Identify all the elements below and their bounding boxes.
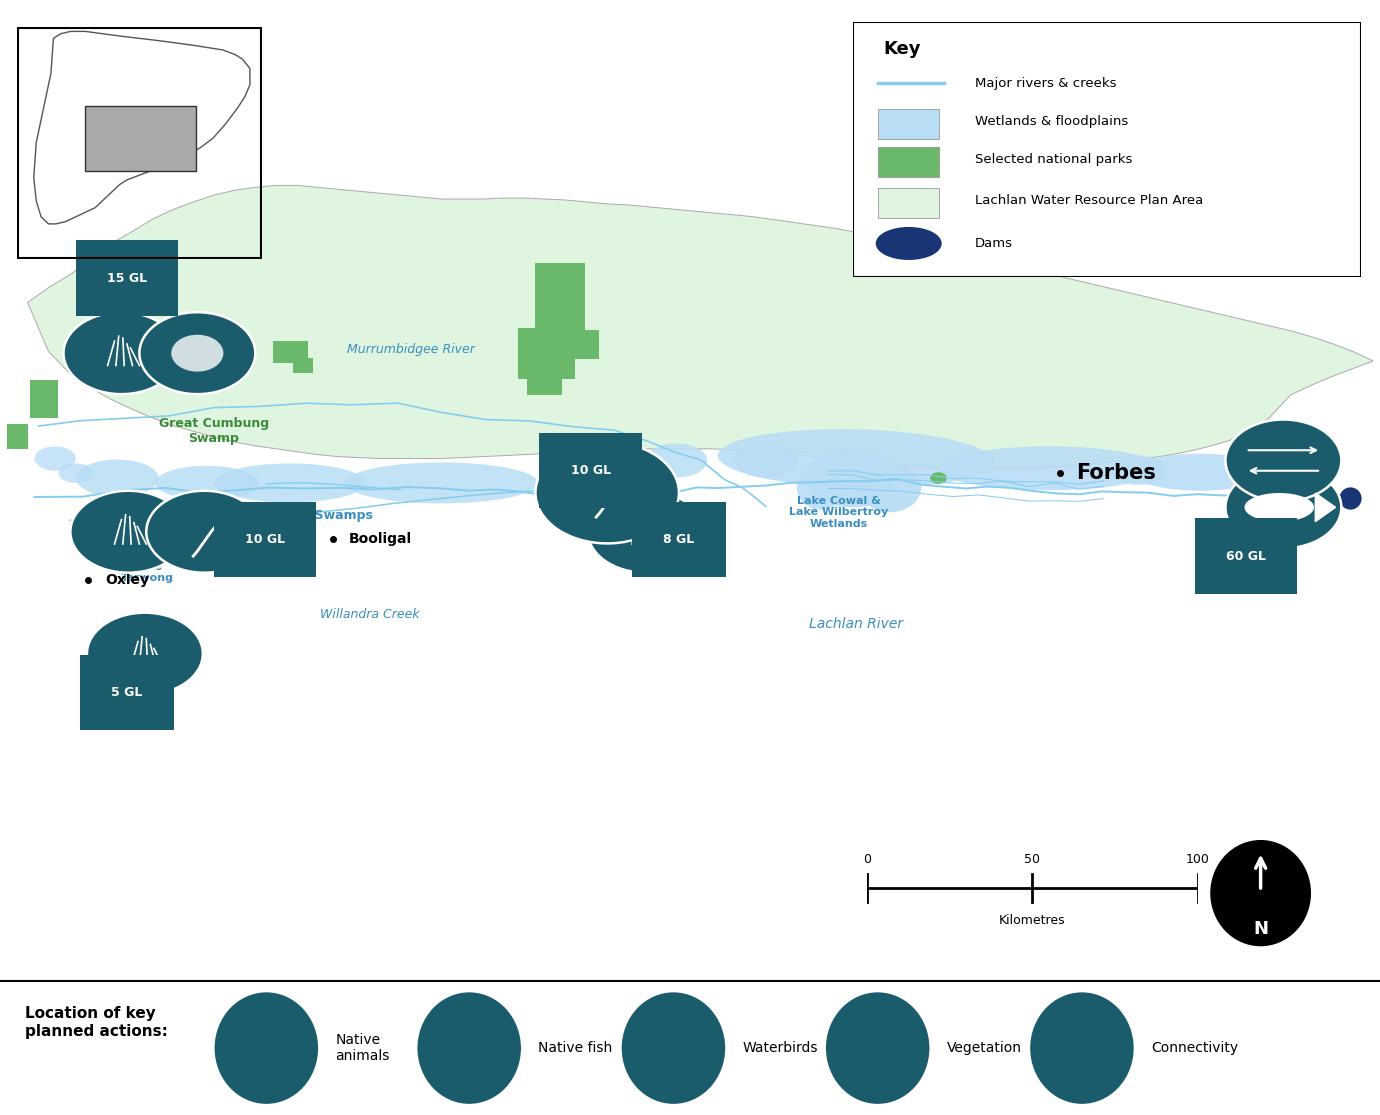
Polygon shape: [28, 185, 1373, 468]
Ellipse shape: [214, 464, 366, 503]
Text: Lachlan Swamps: Lachlan Swamps: [257, 508, 373, 522]
Text: 10 GL: 10 GL: [570, 464, 611, 481]
Text: 15 GL: 15 GL: [106, 272, 148, 293]
Ellipse shape: [102, 502, 168, 542]
Ellipse shape: [58, 464, 94, 483]
Ellipse shape: [930, 473, 947, 484]
Text: Wetlands & floodplains: Wetlands & floodplains: [974, 115, 1127, 128]
Circle shape: [1212, 841, 1311, 946]
Ellipse shape: [76, 459, 159, 496]
Ellipse shape: [644, 444, 707, 477]
Text: 8 GL: 8 GL: [657, 532, 694, 546]
Text: Willandra Creek: Willandra Creek: [320, 608, 420, 621]
Circle shape: [171, 334, 224, 371]
FancyBboxPatch shape: [273, 341, 308, 363]
Ellipse shape: [584, 473, 639, 513]
Text: Native
animals: Native animals: [335, 1032, 389, 1064]
Text: Dams: Dams: [974, 237, 1013, 250]
FancyBboxPatch shape: [527, 374, 562, 395]
Text: Great Cumbung
Swamp: Great Cumbung Swamp: [159, 417, 269, 445]
Ellipse shape: [1111, 456, 1166, 485]
Text: Murrumbidgee River: Murrumbidgee River: [348, 342, 475, 356]
FancyBboxPatch shape: [853, 22, 1361, 277]
Text: Lake
Brewster: Lake Brewster: [607, 488, 662, 511]
Ellipse shape: [1132, 454, 1270, 491]
Text: N: N: [1253, 920, 1268, 938]
Text: Location of key
planned actions:: Location of key planned actions:: [25, 1006, 168, 1039]
Text: Oxley: Oxley: [105, 573, 149, 588]
Polygon shape: [33, 31, 250, 224]
Ellipse shape: [825, 992, 930, 1104]
Circle shape: [87, 613, 203, 695]
Ellipse shape: [155, 466, 259, 500]
Text: Selected national parks: Selected national parks: [974, 153, 1132, 166]
Ellipse shape: [796, 466, 845, 510]
Text: Major rivers & creeks: Major rivers & creeks: [974, 77, 1116, 90]
FancyBboxPatch shape: [560, 330, 599, 359]
FancyBboxPatch shape: [878, 109, 940, 139]
Ellipse shape: [34, 446, 76, 471]
Text: Forbes: Forbes: [1076, 463, 1156, 483]
FancyBboxPatch shape: [7, 425, 28, 448]
Circle shape: [139, 312, 255, 395]
Circle shape: [63, 312, 179, 395]
Text: Native fish: Native fish: [538, 1041, 613, 1055]
Ellipse shape: [736, 444, 798, 477]
Ellipse shape: [621, 992, 726, 1104]
Circle shape: [1225, 419, 1341, 502]
Ellipse shape: [418, 992, 522, 1104]
FancyBboxPatch shape: [30, 380, 58, 417]
Text: 5 GL: 5 GL: [112, 675, 142, 699]
Circle shape: [588, 491, 704, 573]
Text: Lachlan Water Resource Plan Area: Lachlan Water Resource Plan Area: [974, 194, 1203, 206]
FancyBboxPatch shape: [878, 147, 940, 177]
Polygon shape: [1315, 493, 1336, 522]
Text: 60 GL: 60 GL: [1227, 542, 1265, 563]
FancyBboxPatch shape: [518, 328, 575, 379]
Text: Wyangala
Dam: Wyangala Dam: [1232, 456, 1301, 484]
Text: Hillston: Hillston: [566, 488, 638, 506]
Text: 100: 100: [1185, 853, 1210, 865]
Text: Lake
Tarwong: Lake Tarwong: [121, 562, 174, 583]
Ellipse shape: [805, 448, 901, 507]
Ellipse shape: [858, 464, 922, 512]
Circle shape: [146, 491, 262, 573]
Text: Key: Key: [883, 40, 920, 58]
Ellipse shape: [1245, 493, 1314, 522]
Text: Vegetation: Vegetation: [947, 1041, 1021, 1055]
Text: Connectivity: Connectivity: [1151, 1041, 1238, 1055]
Text: Kilometres: Kilometres: [999, 914, 1065, 927]
Text: Merrowie
Creek: Merrowie Creek: [254, 535, 312, 563]
Ellipse shape: [718, 429, 994, 488]
Circle shape: [1225, 466, 1341, 549]
Text: Lake Cowal &
Lake Wilbertroy
Wetlands: Lake Cowal & Lake Wilbertroy Wetlands: [789, 495, 889, 529]
FancyBboxPatch shape: [535, 263, 585, 333]
Text: 50: 50: [1024, 853, 1041, 865]
Circle shape: [535, 442, 679, 543]
Circle shape: [876, 227, 941, 260]
Ellipse shape: [938, 446, 1159, 491]
FancyBboxPatch shape: [878, 187, 940, 219]
Ellipse shape: [215, 992, 319, 1104]
Circle shape: [70, 491, 186, 573]
FancyBboxPatch shape: [86, 106, 196, 171]
Text: Booligal: Booligal: [349, 532, 413, 545]
FancyBboxPatch shape: [293, 358, 313, 372]
Text: Waterbirds: Waterbirds: [742, 1041, 818, 1055]
Text: Lachlan River: Lachlan River: [809, 618, 903, 631]
Text: 0: 0: [862, 853, 871, 865]
Ellipse shape: [345, 463, 538, 504]
Text: 10 GL: 10 GL: [244, 533, 286, 546]
Ellipse shape: [1029, 992, 1134, 1104]
